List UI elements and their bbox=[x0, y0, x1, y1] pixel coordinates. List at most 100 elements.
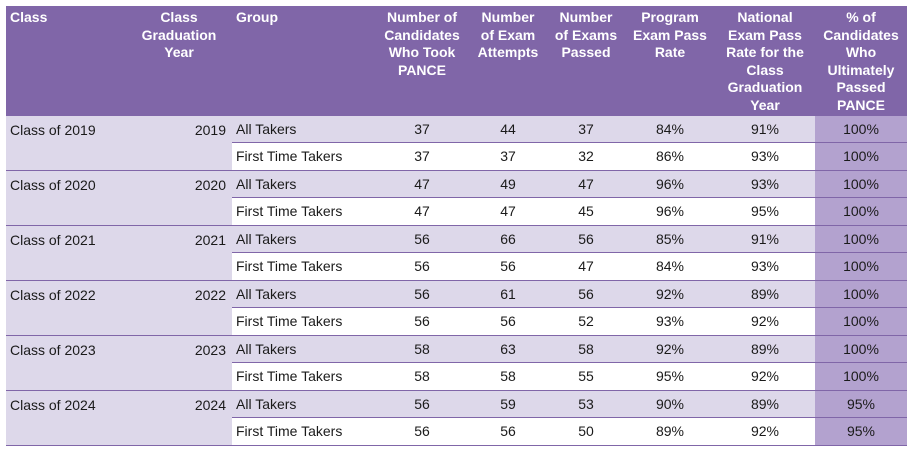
attempts-cell: 63 bbox=[469, 334, 547, 363]
ultimate-pass-cell: 95% bbox=[815, 417, 907, 446]
attempts-cell: 58 bbox=[469, 362, 547, 391]
group-cell: First Time Takers bbox=[232, 307, 375, 336]
group-cell: First Time Takers bbox=[232, 417, 375, 446]
national-rate-cell: 89% bbox=[715, 279, 815, 308]
passed-cell: 56 bbox=[547, 224, 625, 253]
table-row: Class of 2019 2019 All Takers 37 44 37 84% 91% 1… bbox=[6, 114, 907, 171]
attempts-cell: 66 bbox=[469, 224, 547, 253]
header-exam-attempts: Number of Exam Attempts bbox=[469, 6, 547, 116]
ultimate-pass-cell: 100% bbox=[815, 279, 907, 308]
header-candidates: Number of Candidates Who Took PANCE bbox=[375, 6, 469, 116]
candidates-cell: 37 bbox=[375, 114, 469, 143]
table-row: First Time Takers 47 47 45 96% 95% 100% bbox=[6, 197, 907, 226]
passed-cell: 58 bbox=[547, 334, 625, 363]
national-rate-cell: 91% bbox=[715, 114, 815, 143]
candidates-cell: 56 bbox=[375, 307, 469, 336]
class-label-cell: Class of 2022 bbox=[6, 279, 126, 336]
graduation-year-cell: 2022 bbox=[126, 279, 232, 336]
attempts-cell: 56 bbox=[469, 417, 547, 446]
candidates-cell: 56 bbox=[375, 389, 469, 418]
graduation-year-cell: 2024 bbox=[126, 389, 232, 446]
group-cell: First Time Takers bbox=[232, 252, 375, 281]
national-rate-cell: 89% bbox=[715, 334, 815, 363]
header-class: Class bbox=[6, 6, 126, 116]
ultimate-pass-cell: 100% bbox=[815, 197, 907, 226]
national-rate-cell: 92% bbox=[715, 362, 815, 391]
header-group: Group bbox=[232, 6, 375, 116]
table-row: Class of 2022 2022 All Takers 56 61 56 92% 89% 1… bbox=[6, 279, 907, 336]
group-cell: All Takers bbox=[232, 334, 375, 363]
candidates-cell: 37 bbox=[375, 142, 469, 171]
candidates-cell: 56 bbox=[375, 279, 469, 308]
national-rate-cell: 92% bbox=[715, 417, 815, 446]
group-cell: All Takers bbox=[232, 389, 375, 418]
candidates-cell: 56 bbox=[375, 252, 469, 281]
group-cell: First Time Takers bbox=[232, 362, 375, 391]
national-rate-cell: 93% bbox=[715, 142, 815, 171]
table-row: First Time Takers 58 58 55 95% 92% 100% bbox=[6, 362, 907, 391]
national-rate-cell: 91% bbox=[715, 224, 815, 253]
header-row: Class Class Graduation Year Group Number… bbox=[6, 6, 907, 116]
ultimate-pass-cell: 100% bbox=[815, 224, 907, 253]
attempts-cell: 56 bbox=[469, 252, 547, 281]
table-row: First Time Takers 56 56 50 89% 92% 95% bbox=[6, 417, 907, 446]
attempts-cell: 49 bbox=[469, 169, 547, 198]
program-rate-cell: 90% bbox=[625, 389, 715, 418]
ultimate-pass-cell: 95% bbox=[815, 389, 907, 418]
passed-cell: 47 bbox=[547, 252, 625, 281]
candidates-cell: 58 bbox=[375, 334, 469, 363]
candidates-cell: 47 bbox=[375, 197, 469, 226]
program-rate-cell: 93% bbox=[625, 307, 715, 336]
header-exams-passed: Number of Exams Passed bbox=[547, 6, 625, 116]
national-rate-cell: 93% bbox=[715, 169, 815, 198]
table-row: First Time Takers 56 56 47 84% 93% 100% bbox=[6, 252, 907, 281]
class-label-cell: Class of 2023 bbox=[6, 334, 126, 391]
passed-cell: 37 bbox=[547, 114, 625, 143]
national-rate-cell: 89% bbox=[715, 389, 815, 418]
passed-cell: 52 bbox=[547, 307, 625, 336]
program-rate-cell: 85% bbox=[625, 224, 715, 253]
header-graduation-year: Class Graduation Year bbox=[126, 6, 232, 116]
table-row: Class of 2020 2020 All Takers 47 49 47 96% 93% 1… bbox=[6, 169, 907, 226]
attempts-cell: 61 bbox=[469, 279, 547, 308]
ultimate-pass-cell: 100% bbox=[815, 334, 907, 363]
group-cell: All Takers bbox=[232, 114, 375, 143]
attempts-cell: 44 bbox=[469, 114, 547, 143]
group-cell: All Takers bbox=[232, 279, 375, 308]
group-cell: First Time Takers bbox=[232, 142, 375, 171]
program-rate-cell: 84% bbox=[625, 252, 715, 281]
passed-cell: 56 bbox=[547, 279, 625, 308]
attempts-cell: 56 bbox=[469, 307, 547, 336]
table-row: Class of 2024 2024 All Takers 56 59 53 90% 89% 9… bbox=[6, 389, 907, 446]
ultimate-pass-cell: 100% bbox=[815, 307, 907, 336]
program-rate-cell: 84% bbox=[625, 114, 715, 143]
passed-cell: 32 bbox=[547, 142, 625, 171]
attempts-cell: 47 bbox=[469, 197, 547, 226]
program-rate-cell: 89% bbox=[625, 417, 715, 446]
candidates-cell: 47 bbox=[375, 169, 469, 198]
program-rate-cell: 86% bbox=[625, 142, 715, 171]
group-cell: All Takers bbox=[232, 169, 375, 198]
group-cell: First Time Takers bbox=[232, 197, 375, 226]
class-label-cell: Class of 2019 bbox=[6, 114, 126, 171]
program-rate-cell: 95% bbox=[625, 362, 715, 391]
attempts-cell: 37 bbox=[469, 142, 547, 171]
program-rate-cell: 96% bbox=[625, 197, 715, 226]
candidates-cell: 58 bbox=[375, 362, 469, 391]
program-rate-cell: 92% bbox=[625, 279, 715, 308]
ultimate-pass-cell: 100% bbox=[815, 252, 907, 281]
group-cell: All Takers bbox=[232, 224, 375, 253]
ultimate-pass-cell: 100% bbox=[815, 114, 907, 143]
national-rate-cell: 92% bbox=[715, 307, 815, 336]
table-row: First Time Takers 37 37 32 86% 93% 100% bbox=[6, 142, 907, 171]
passed-cell: 45 bbox=[547, 197, 625, 226]
graduation-year-cell: 2023 bbox=[126, 334, 232, 391]
passed-cell: 53 bbox=[547, 389, 625, 418]
pance-results-table: Class Class Graduation Year Group Number… bbox=[6, 6, 907, 446]
header-national-pass-rate: National Exam Pass Rate for the Class Gr… bbox=[715, 6, 815, 116]
header-ultimate-pass: % of Candidates Who Ultimately Passed PA… bbox=[815, 6, 907, 116]
passed-cell: 47 bbox=[547, 169, 625, 198]
table-row: Class of 2021 2021 All Takers 56 66 56 85% 91% 1… bbox=[6, 224, 907, 281]
attempts-cell: 59 bbox=[469, 389, 547, 418]
class-label-cell: Class of 2021 bbox=[6, 224, 126, 281]
